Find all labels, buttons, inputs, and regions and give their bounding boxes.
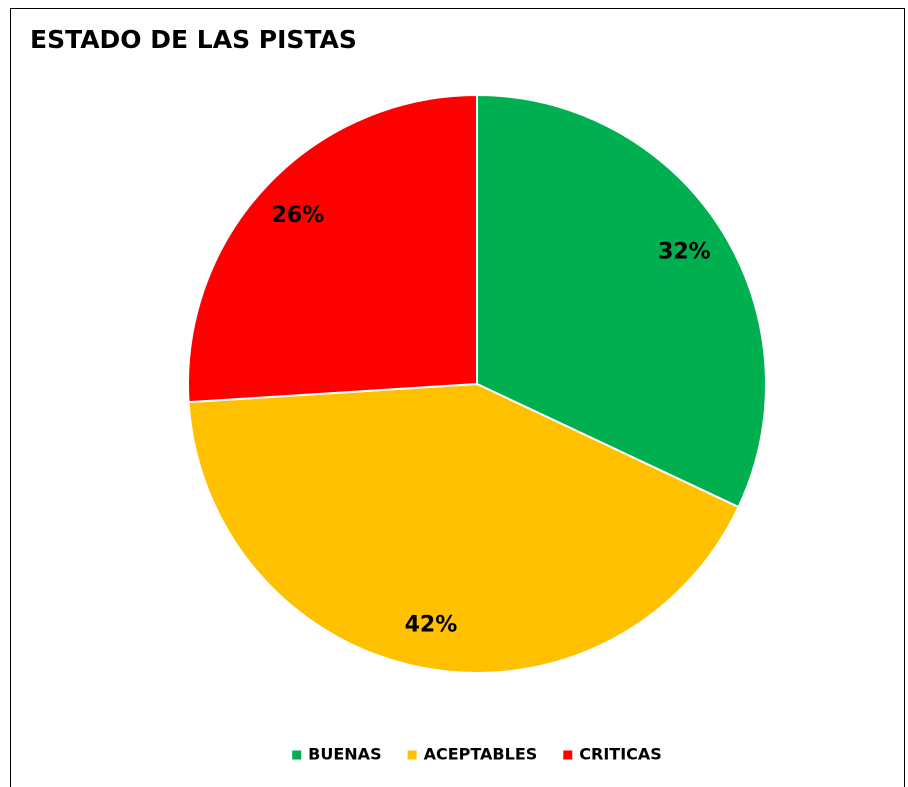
legend-swatch	[407, 750, 417, 760]
legend-label: ACEPTABLES	[424, 745, 538, 764]
value-label: 26%	[272, 203, 325, 228]
pie-slice	[476, 93, 767, 509]
value-label: 32%	[658, 239, 711, 264]
legend-label: BUENAS	[308, 745, 381, 764]
pie-slice	[187, 382, 740, 674]
legend-swatch	[292, 750, 302, 760]
legend-label: CRITICAS	[579, 745, 662, 764]
legend-swatch	[563, 750, 573, 760]
value-label: 42%	[405, 612, 458, 637]
pie-slice	[187, 93, 478, 404]
chart-title: ESTADO DE LAS PISTAS	[30, 25, 357, 54]
